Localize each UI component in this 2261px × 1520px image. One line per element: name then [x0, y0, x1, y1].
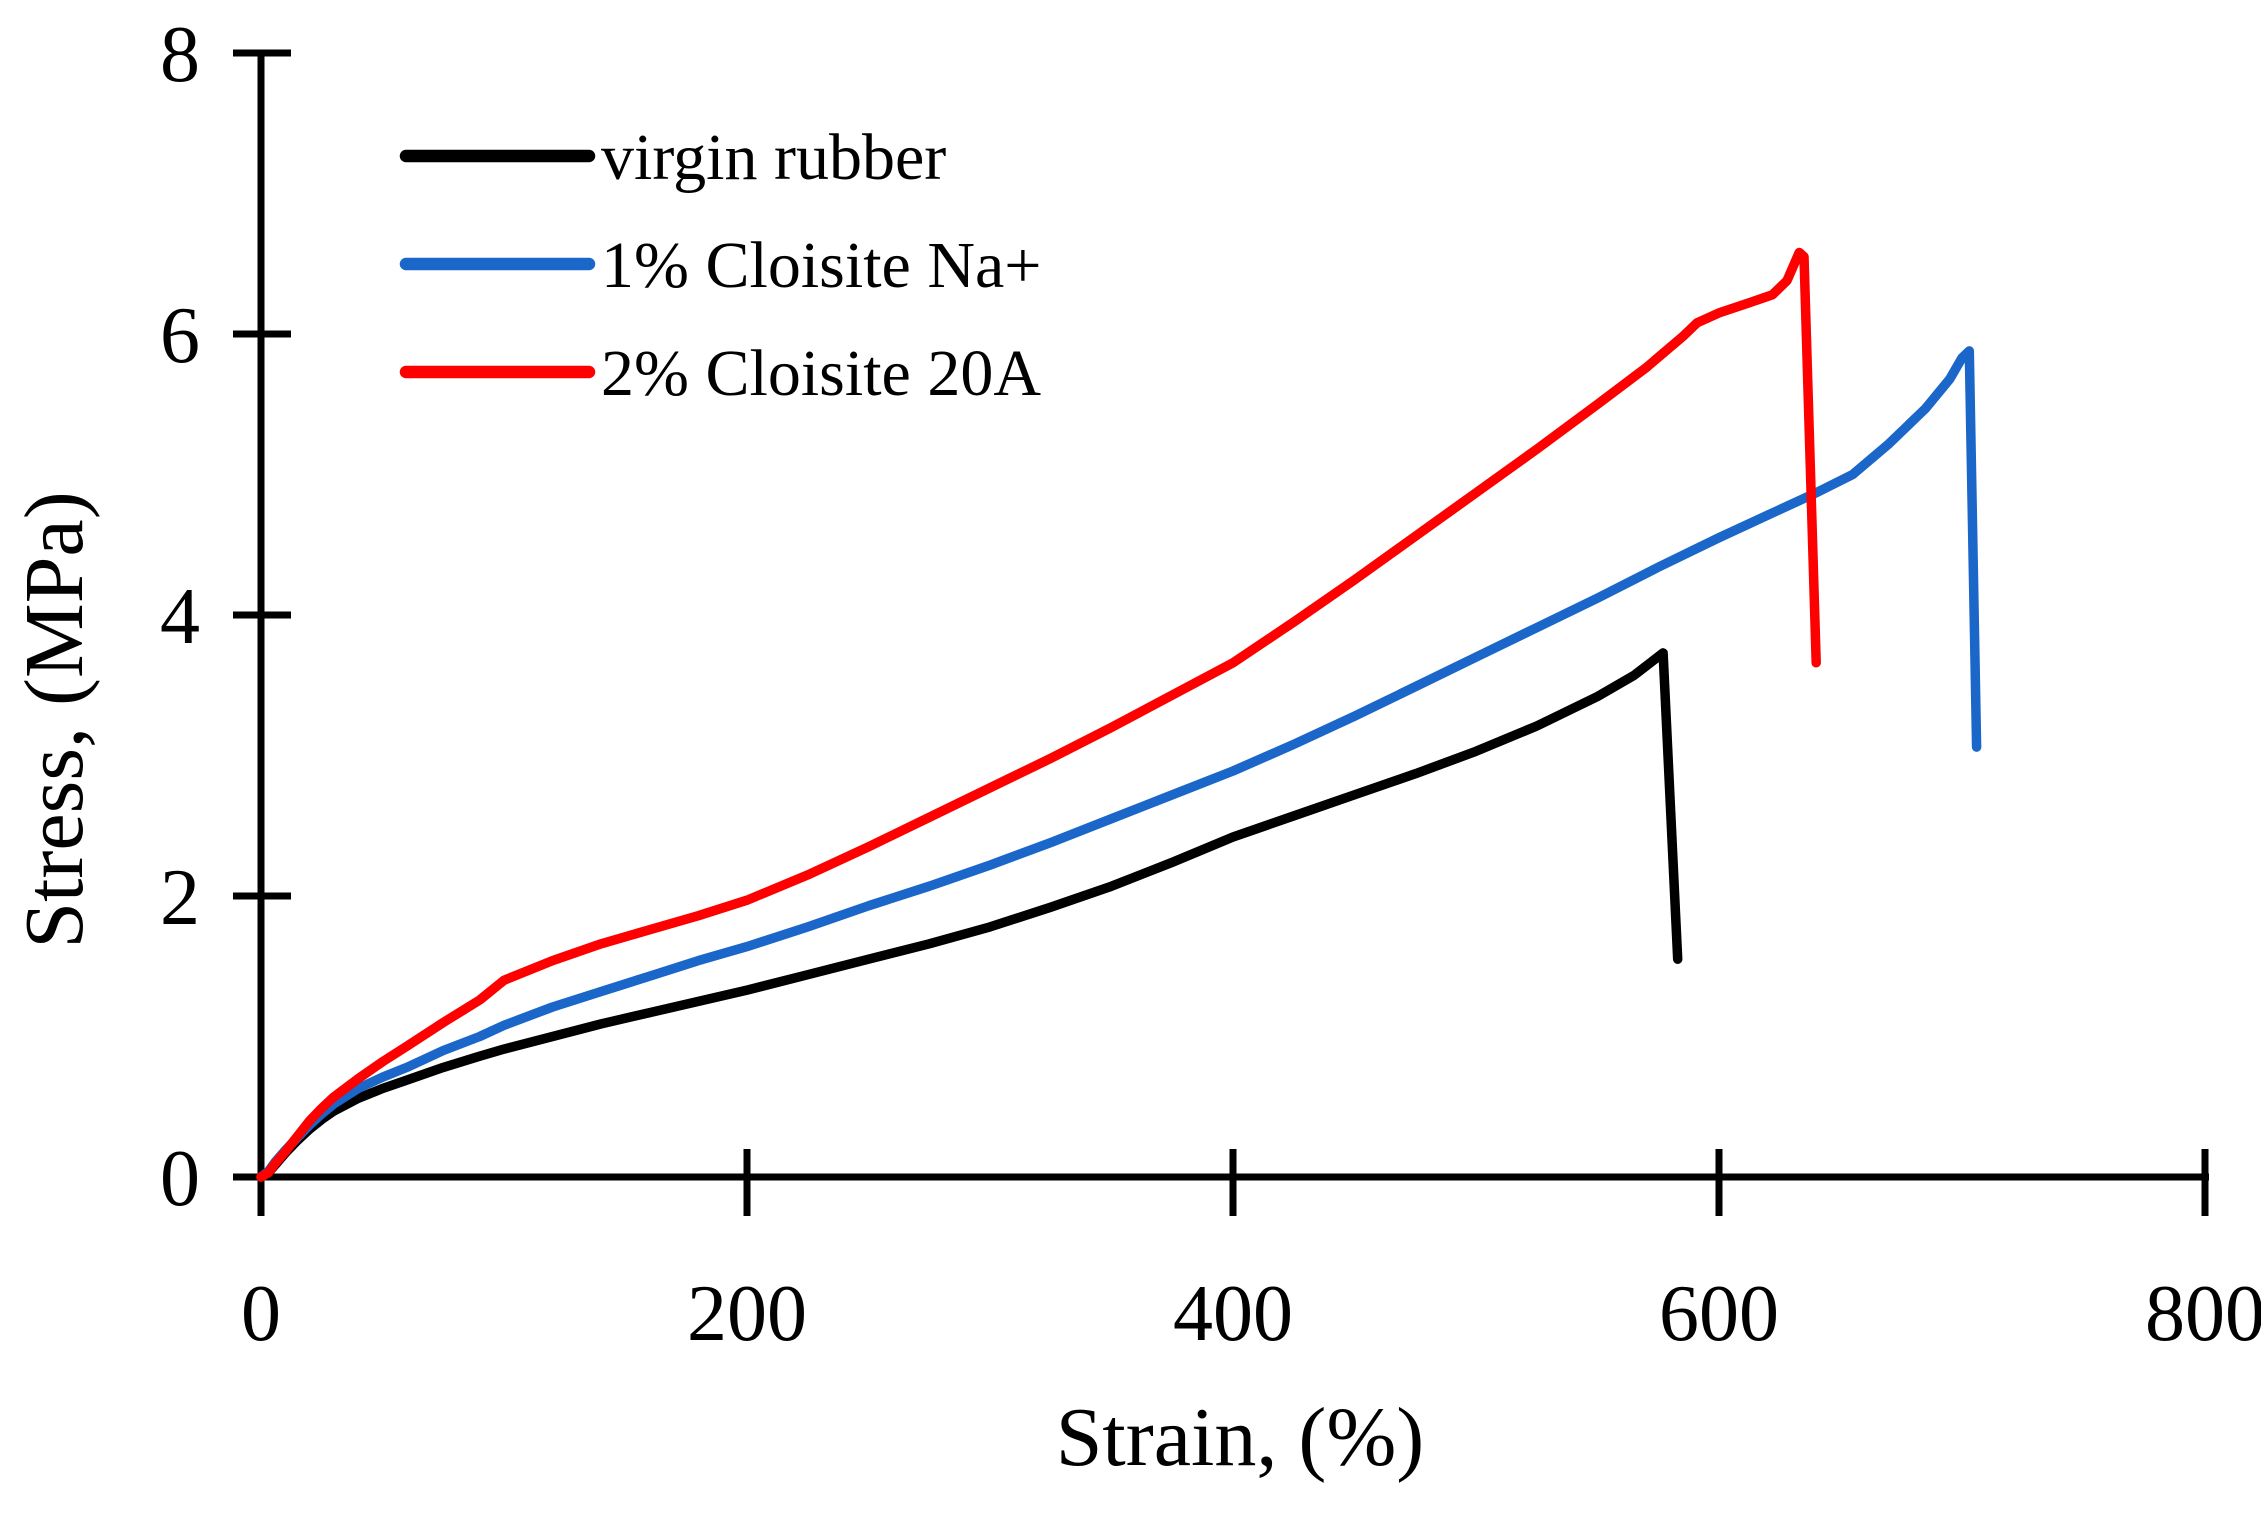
legend-label: 1% Cloisite Na+: [601, 229, 1042, 302]
x-tick-label: 200: [687, 1270, 807, 1358]
series-line-2-cloisite-20a: [256, 247, 1821, 1182]
legend-label: virgin rubber: [601, 121, 946, 194]
y-tick-label: 0: [160, 1135, 200, 1223]
legend-item: virgin rubber: [399, 121, 946, 194]
legend-item: 1% Cloisite Na+: [399, 229, 1042, 302]
series-line-1-cloisite-na-: [256, 346, 1982, 1182]
x-tick-label: 600: [1659, 1270, 1779, 1358]
x-tick-label: 800: [2145, 1270, 2261, 1358]
y-tick-label: 4: [160, 573, 200, 661]
y-axis-title: Stress, (MPa): [8, 491, 101, 948]
series-lines: [256, 247, 1982, 1182]
series-line-virgin-rubber: [256, 648, 1683, 1182]
legend-label: 2% Cloisite 20A: [601, 337, 1041, 410]
y-tick-label: 8: [160, 11, 200, 99]
x-tick-label: 0: [241, 1270, 281, 1358]
x-axis-title: Strain, (%): [1056, 1391, 1425, 1484]
y-tick-label: 6: [160, 292, 200, 380]
legend: virgin rubber 1% Cloisite Na+ 2% Cloisite …: [399, 121, 1042, 410]
y-tick-label: 2: [160, 854, 200, 942]
legend-item: 2% Cloisite 20A: [399, 337, 1041, 410]
x-tick-label: 400: [1173, 1270, 1293, 1358]
axes: 0 200 400 600 800 0 2 4 6 8: [160, 11, 2261, 1358]
